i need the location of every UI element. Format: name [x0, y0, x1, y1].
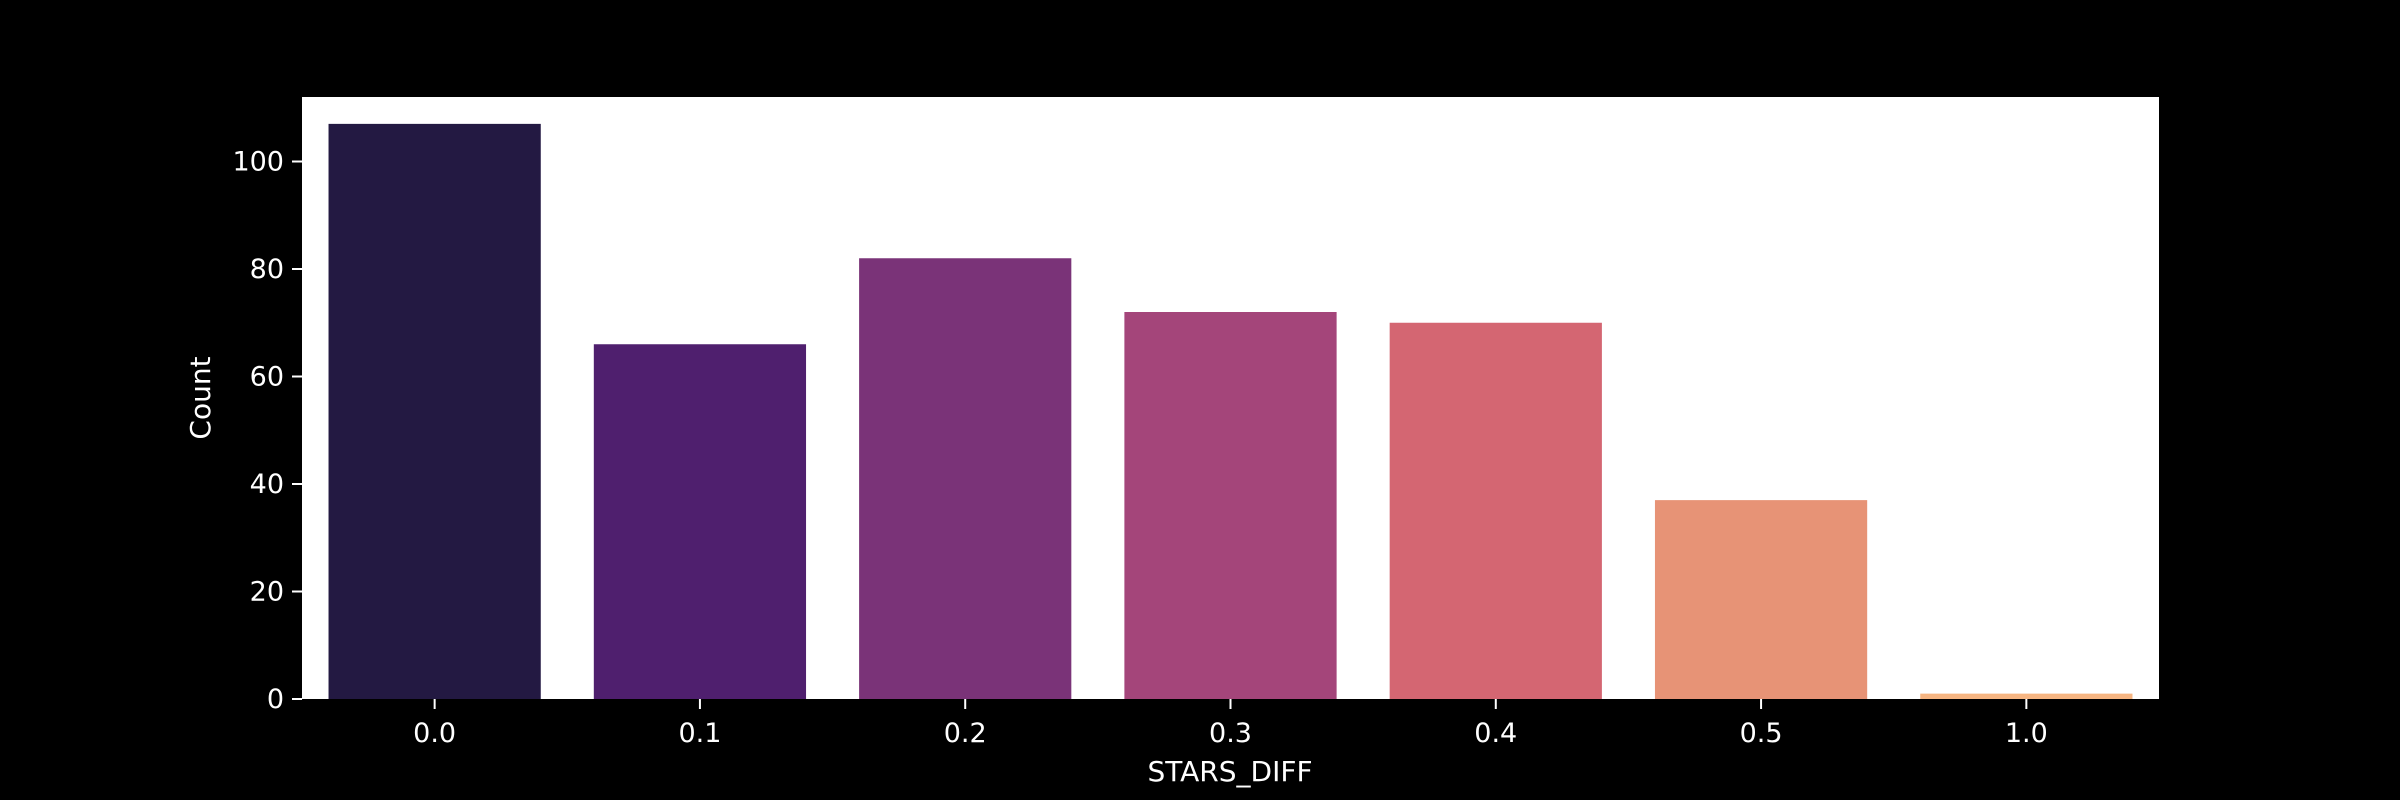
y-tick-label: 80 [250, 254, 284, 285]
y-tick-label: 0 [267, 684, 284, 715]
bar-0.4 [1389, 322, 1602, 699]
x-axis: 0.0 0.1 0.2 0.3 0.4 0.5 1.0 [413, 699, 2048, 749]
y-tick-label: 40 [250, 469, 284, 500]
bar-0.2 [859, 258, 1072, 699]
x-tick-label: 0.0 [413, 718, 456, 749]
y-tick-label: 60 [250, 362, 284, 393]
bar-1.0 [1920, 693, 2133, 699]
bars-group [328, 123, 2133, 699]
bar-0.0 [328, 123, 541, 699]
y-axis-label: Count [184, 356, 217, 439]
y-tick-label: 20 [250, 577, 284, 608]
bar-0.3 [1124, 312, 1337, 699]
y-axis: 0 20 40 60 80 100 [232, 147, 302, 715]
bar-0.1 [593, 344, 807, 699]
x-axis-label: STARS_DIFF [1147, 755, 1312, 788]
x-tick-label: 0.5 [1740, 718, 1783, 749]
bar-0.5 [1654, 500, 1868, 699]
x-tick-label: 0.3 [1209, 718, 1252, 749]
x-tick-label: 0.1 [678, 718, 721, 749]
x-tick-label: 0.4 [1474, 718, 1517, 749]
y-tick-label: 100 [232, 147, 284, 178]
x-tick-label: 0.2 [944, 718, 987, 749]
x-tick-label: 1.0 [2005, 718, 2048, 749]
